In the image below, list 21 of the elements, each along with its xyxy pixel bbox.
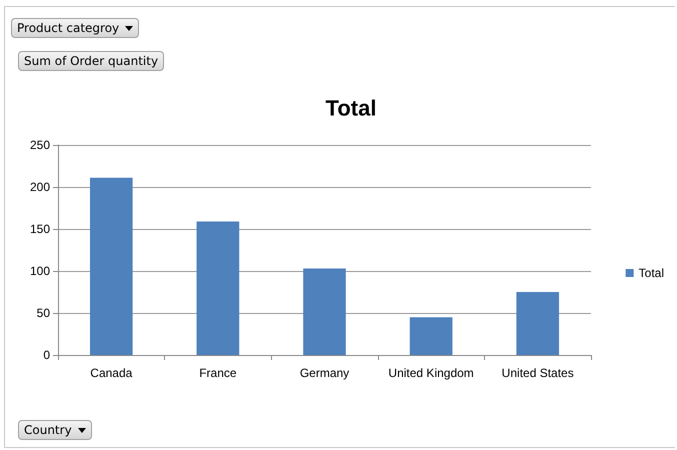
bar <box>410 317 452 355</box>
y-tick-label: 50 <box>36 306 50 320</box>
bar <box>303 268 346 355</box>
chart-title: Total <box>326 96 376 120</box>
x-tick-label: United States <box>502 366 574 380</box>
bar <box>90 178 133 355</box>
x-tick-label: Germany <box>300 366 350 380</box>
y-tick-label: 150 <box>30 222 50 236</box>
dropdown-button: Product categroy <box>11 18 140 38</box>
y-tick-label: 250 <box>30 138 50 152</box>
y-tick-label: 100 <box>30 264 50 278</box>
y-tick-label: 200 <box>30 180 50 194</box>
bar <box>196 221 240 355</box>
y-tick-label: 0 <box>43 348 50 362</box>
legend-label: Total <box>638 266 664 280</box>
dropdown-button: Country <box>18 420 92 440</box>
field-button: Sum of Order quantity <box>18 51 164 71</box>
x-tick-label: United Kingdom <box>388 366 474 380</box>
x-tick-label: France <box>199 366 237 380</box>
x-tick-label: Canada <box>90 366 133 380</box>
bar <box>516 292 560 355</box>
